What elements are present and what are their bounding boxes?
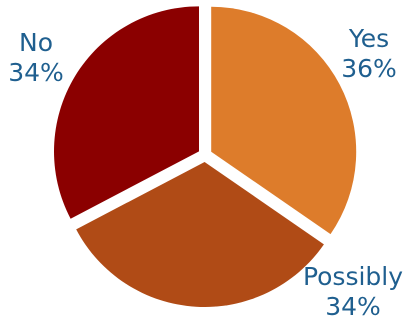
pie-slice-yes: [211, 6, 357, 235]
slice-label-yes: Yes 36%: [341, 24, 397, 83]
slice-category-no: No: [19, 28, 53, 57]
pie-slice-possibly: [76, 161, 324, 307]
slice-label-no: No 34%: [8, 28, 64, 87]
pie-slice-no: [54, 6, 200, 219]
slices-layer: [54, 6, 357, 307]
slice-label-possibly: Possibly 34%: [303, 262, 403, 321]
slice-percent-yes: 36%: [341, 54, 397, 83]
labels-layer: Yes 36%Possibly 34%No 34%: [8, 24, 403, 321]
slice-percent-possibly: 34%: [325, 292, 381, 321]
slice-percent-no: 34%: [8, 58, 64, 87]
slice-category-possibly: Possibly: [303, 262, 403, 291]
slice-category-yes: Yes: [348, 24, 389, 53]
